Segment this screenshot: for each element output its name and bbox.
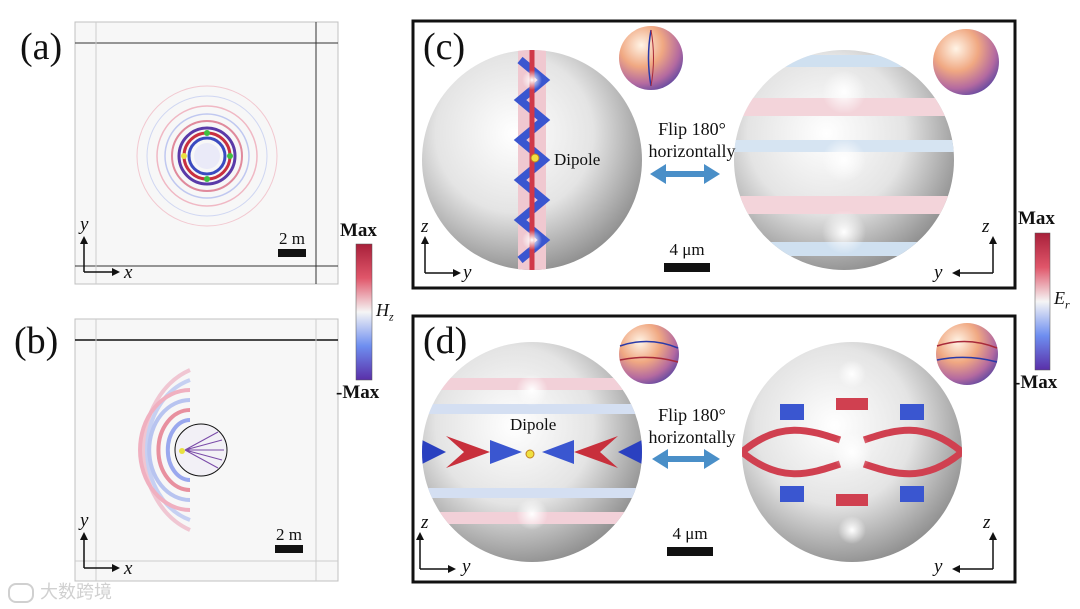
panel-c-flip-arrow — [650, 164, 720, 184]
panel-d-label: (d) — [423, 320, 468, 362]
panel-c-scale-text: 4 μm — [669, 240, 705, 259]
panel-c-scalebar — [664, 263, 710, 272]
panel-d-flip-text: Flip 180° horizontally — [636, 404, 748, 448]
panel-b-scale-text: 2 m — [276, 525, 302, 544]
panel-d-right-axis-h: y — [934, 556, 943, 577]
colorbar-e-var: Er — [1054, 288, 1070, 313]
panel-c-label: (c) — [423, 26, 466, 68]
panel-c-right-axis-h: y — [934, 262, 943, 283]
panel-d-left-axis-h: y — [462, 556, 471, 577]
panel-d-scalebar — [667, 547, 713, 556]
panel-b-scalebar — [275, 545, 303, 553]
panel-d-right-sphere — [742, 342, 962, 562]
panel-d-dipole-label: Dipole — [510, 415, 557, 434]
colorbar-h-max: Max — [340, 220, 377, 241]
panel-d-right-axes — [952, 532, 997, 573]
panel-b-plot — [74, 318, 339, 582]
colorbar-h-var-sub: z — [389, 309, 394, 324]
panel-d-mini-sphere-left — [619, 324, 679, 384]
panel-d-left-axis-v: z — [421, 512, 429, 533]
panel-a-axis-x: x — [124, 262, 133, 283]
panel-c-left-axis-v: z — [421, 216, 429, 237]
panel-b-axis-y: y — [80, 510, 89, 531]
panel-a-scalebar — [278, 249, 306, 257]
colorbar-h-var-symbol: H — [376, 300, 389, 320]
panel-d-left-axes — [416, 532, 456, 573]
panel-c-flip-line1: Flip 180° — [658, 119, 726, 139]
colorbar-e — [1034, 232, 1051, 371]
panel-d-mini-sphere-right — [936, 323, 998, 385]
panel-c-dipole-label: Dipole — [554, 150, 601, 169]
colorbar-h-var: Hz — [376, 300, 394, 325]
panel-c-right-axis-v: z — [982, 216, 990, 237]
colorbar-e-min: -Max — [1014, 372, 1058, 393]
panel-c-right-axes — [952, 236, 997, 277]
panel-a-plot — [74, 21, 339, 285]
panel-b-label: (b) — [14, 320, 59, 362]
colorbar-e-max: Max — [1018, 208, 1055, 229]
panel-c-left-axes — [421, 236, 461, 277]
panel-a-label: (a) — [20, 26, 63, 68]
panel-d-scale-text: 4 μm — [672, 524, 708, 543]
colorbar-h-min: -Max — [336, 382, 380, 403]
panel-c-right-sphere — [734, 50, 954, 270]
panel-b-axis-x: x — [124, 558, 133, 579]
panel-c-flip-line2: horizontally — [648, 141, 736, 161]
panel-c-mini-sphere-right — [933, 29, 999, 95]
panel-d-right-axis-v: z — [983, 512, 991, 533]
colorbar-h — [355, 243, 373, 381]
panel-d-flip-arrow — [652, 449, 720, 469]
watermark-text: 大数跨境 — [40, 582, 112, 603]
panel-a-scale-text: 2 m — [279, 229, 305, 248]
panel-c-mini-sphere-left — [619, 26, 683, 90]
panel-c-left-sphere — [422, 50, 642, 270]
panel-d-flip-line1: Flip 180° — [658, 405, 726, 425]
colorbar-e-var-sub: r — [1065, 297, 1070, 312]
watermark: 大数跨境 — [8, 578, 112, 604]
panel-d-flip-line2: horizontally — [648, 427, 736, 447]
panel-d-left-sphere — [422, 342, 642, 562]
panel-a-axis-y: y — [80, 214, 89, 235]
colorbar-e-var-symbol: E — [1054, 288, 1065, 308]
watermark-logo-icon — [8, 583, 34, 603]
panel-c-left-axis-h: y — [463, 262, 472, 283]
panel-c-flip-text: Flip 180° horizontally — [636, 118, 748, 162]
